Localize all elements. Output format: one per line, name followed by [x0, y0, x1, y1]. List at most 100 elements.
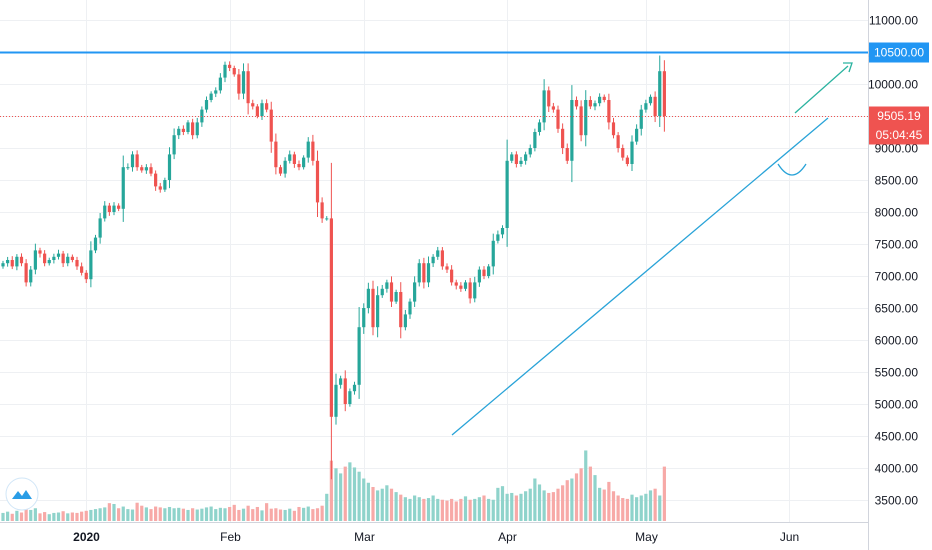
candle-body — [167, 154, 172, 180]
time-axis[interactable]: 2020 Feb Mar Apr May Jun — [73, 530, 799, 544]
candle-body — [542, 90, 546, 123]
volume-bar — [459, 498, 463, 521]
volume-bar — [56, 512, 61, 521]
volume-bar — [241, 508, 246, 521]
volume-bar — [200, 508, 204, 521]
volume-bar — [191, 508, 195, 521]
candle-body — [255, 106, 259, 116]
volume-bar — [422, 498, 426, 521]
candle-body — [602, 96, 606, 100]
candle-body — [103, 205, 107, 219]
candle-body — [528, 148, 532, 155]
volume-bar — [204, 507, 209, 521]
axis-price-labels: 10500.00 9505.19 05:04:45 — [869, 42, 929, 145]
candle-body — [616, 135, 620, 148]
candle-body — [394, 292, 398, 302]
volume-bar — [10, 513, 14, 521]
volume-bar — [602, 489, 606, 521]
candle-body — [126, 167, 130, 169]
price-tick-label: 4500.00 — [875, 430, 919, 444]
candle-body — [158, 186, 162, 190]
volume-bar — [320, 505, 324, 521]
candle-body — [473, 282, 477, 299]
volume-bar — [255, 506, 259, 521]
candle-body — [121, 167, 125, 209]
volume-bar — [1, 512, 5, 521]
candle-body — [413, 282, 417, 302]
volume-bar — [251, 509, 255, 521]
volume-bar — [172, 508, 176, 521]
volume-bar — [265, 503, 269, 521]
volume-bar — [403, 497, 407, 521]
volume-bar — [658, 495, 662, 521]
candle-body — [70, 256, 74, 260]
volume-bar — [343, 466, 347, 521]
volume-bar — [52, 512, 56, 521]
bottom-arc[interactable] — [777, 163, 807, 176]
candle-body — [223, 64, 227, 78]
volume-bar — [413, 495, 417, 521]
volume-bar — [473, 498, 477, 521]
volume-bar — [75, 512, 79, 521]
volume-bar — [348, 462, 352, 521]
candle-body — [454, 282, 458, 286]
candle-body — [436, 250, 440, 257]
candle-body — [84, 272, 88, 280]
support-trendline[interactable] — [451, 117, 829, 436]
candle-body — [177, 128, 181, 136]
candle-body — [149, 167, 153, 174]
candle-body — [278, 167, 283, 174]
candle-body — [306, 141, 310, 158]
volume-bar — [80, 511, 84, 521]
candle-body — [477, 269, 481, 283]
breakout-arrow[interactable] — [794, 65, 849, 114]
candle-body — [463, 282, 468, 289]
volume-bar — [154, 506, 158, 521]
candle-body — [639, 109, 643, 129]
candle-body — [302, 157, 306, 168]
price-axis[interactable]: 11000.0010500.0010000.009500.009000.0085… — [868, 14, 918, 508]
candle-body — [117, 205, 121, 209]
volume-bar — [537, 484, 542, 521]
volume-bar — [352, 467, 357, 521]
candle-body — [329, 218, 333, 417]
volume-bar — [311, 509, 315, 521]
candle-body — [468, 282, 472, 299]
candle-countdown-label-bg — [869, 125, 929, 145]
volume-bar — [408, 498, 412, 521]
candle-body — [140, 167, 144, 171]
candle-body — [269, 109, 273, 142]
candle-body — [574, 100, 579, 107]
candle-body — [195, 122, 199, 136]
volume-bar — [302, 507, 306, 521]
candle-body — [1, 263, 5, 267]
price-tick-label: 3500.00 — [875, 494, 919, 508]
volume-bar — [533, 478, 537, 521]
price-tick-label: 7000.00 — [875, 270, 919, 284]
volume-bar — [283, 509, 287, 521]
price-tick-label: 6500.00 — [875, 302, 919, 316]
candle-body — [228, 64, 232, 68]
candle-body — [362, 308, 366, 328]
volume-bar — [440, 499, 444, 521]
volume-bar — [186, 509, 190, 521]
volume-bar — [565, 480, 569, 521]
volume-bar — [574, 473, 579, 521]
candle-body — [325, 218, 329, 220]
candle-body — [15, 256, 19, 267]
candle-body — [154, 173, 158, 187]
candle-body — [246, 71, 250, 104]
volume-bar — [297, 506, 301, 521]
candle-body — [47, 260, 51, 264]
candle-body — [135, 154, 139, 168]
volume-bar — [84, 510, 88, 521]
volume-bar — [33, 508, 37, 521]
volume-bar — [607, 481, 611, 521]
candle-body — [380, 288, 384, 296]
volume-bar — [445, 500, 449, 521]
tradingview-logo-icon[interactable] — [5, 477, 39, 511]
volume-bar — [454, 501, 458, 521]
logo-circle — [5, 477, 39, 511]
volume-bar — [598, 487, 602, 521]
